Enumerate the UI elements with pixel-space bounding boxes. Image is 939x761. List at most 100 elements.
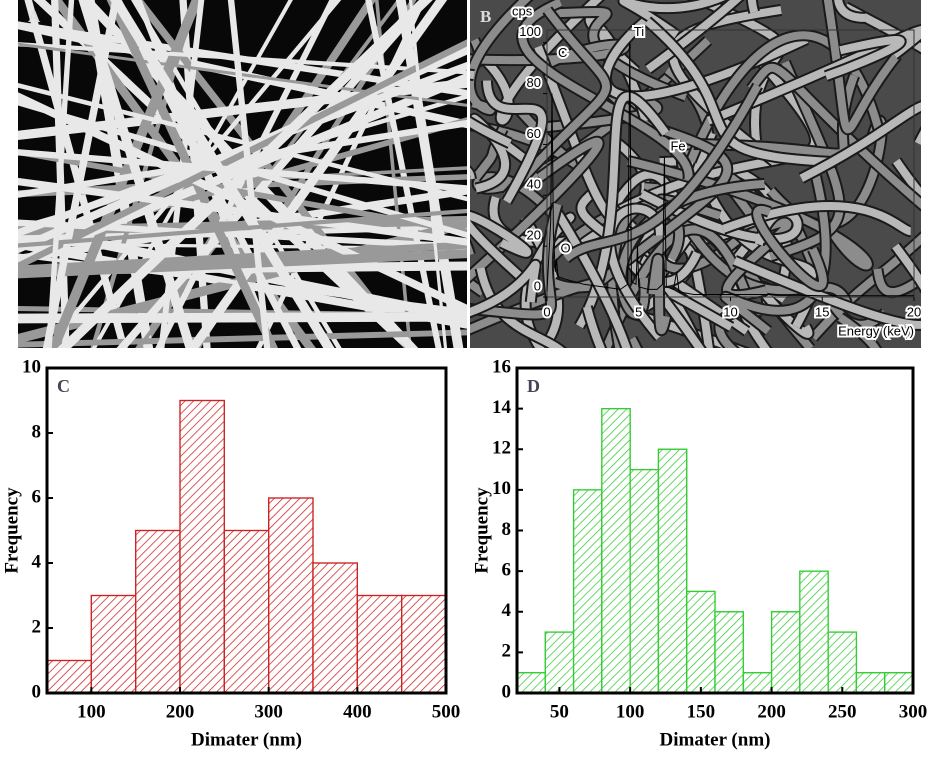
y-tick-label: 2 [502,641,512,662]
y-tick-label: 16 [492,356,511,377]
bar-hatch [223,529,270,694]
fiber [721,201,912,236]
fiber [747,63,921,210]
fiber [645,0,758,73]
fiber [482,80,547,204]
y-axis-label: Frequency [1,487,22,574]
fiber [18,249,467,279]
fiber [18,208,467,248]
y-tick-label: 8 [32,421,42,442]
peak-label: O [561,240,571,255]
fiber [602,225,750,348]
fiber [626,335,644,348]
fiber [18,311,467,324]
fiber [57,0,433,348]
x-tick-label: 400 [343,701,372,722]
y-tick-label: 80 [527,75,541,90]
fiber [110,0,335,348]
fiber [577,187,750,335]
fiber [518,0,693,181]
fiber [593,125,732,289]
fiber [644,18,838,167]
y-tick-label: 10 [22,356,41,377]
panel-label: C [57,376,70,396]
x-tick-label: 5 [635,304,642,319]
x-tick-label: 300 [254,701,283,722]
fiber [470,117,512,148]
x-tick-label: 300 [899,701,928,722]
peak-label: C [558,45,567,60]
fiber [551,206,631,348]
y-tick-label: 100 [519,24,541,39]
fiber [628,251,705,348]
fiber [823,0,901,134]
y-tick-label: 0 [534,278,541,293]
y-tick-label: 0 [502,681,512,702]
fiber [18,42,467,107]
fiber [470,260,540,317]
x-tick-label: 100 [616,701,645,722]
fiber [715,307,763,348]
fiber [470,211,532,284]
fiber [834,0,866,22]
fiber [733,243,921,329]
fiber [799,102,921,182]
y-tick-label: 40 [527,177,541,192]
y-tick-label: 4 [502,600,512,621]
x-tick-label: 10 [723,304,737,319]
x-tick-label: 250 [828,701,857,722]
x-tick-label: 0 [543,304,550,319]
y-tick-label: 10 [492,478,511,499]
y-tick-label: 4 [32,551,42,572]
y-tick-label: 6 [502,559,512,580]
y-axis-label: cps [512,3,533,18]
y-tick-label: 2 [32,616,42,637]
panel-label: D [527,376,540,396]
y-tick-label: 8 [502,519,512,540]
bar-hatch [401,594,447,694]
x-axis-label: Energy (keV) [838,323,914,338]
fiber [563,83,762,262]
y-tick-label: 6 [32,486,42,507]
bar-hatch [884,672,914,694]
fiber [628,336,641,348]
fiber [837,314,880,348]
fiber [48,0,203,348]
bar-hatch [742,672,773,694]
x-axis-label: Dimater (nm) [191,729,302,750]
x-tick-label: 100 [77,701,106,722]
bar-hatch [629,468,660,694]
bar-hatch [356,594,403,694]
bar-hatch [770,611,801,694]
x-axis-label: Dimater (nm) [660,729,771,750]
bar-hatch [827,631,858,694]
fiber [721,175,830,335]
bar-hatch [179,399,225,694]
peak-label: Ti [634,24,644,39]
bar-hatch [657,448,688,694]
y-tick-label: 60 [527,126,541,141]
peak-label: Fe [670,139,685,154]
fiber [873,268,921,297]
bar-hatch [312,562,358,694]
bar-hatch [799,570,829,694]
fiber [503,7,611,199]
fiber [843,3,921,145]
x-tick-label: 20 [907,304,921,319]
fiber [78,0,196,348]
y-axis-label: Frequency [471,487,492,574]
fiber [679,217,851,305]
panel-label: B [480,7,491,26]
fiber [46,0,75,348]
x-tick-label: 150 [687,701,716,722]
bar-hatch [46,659,92,694]
y-tick-label: 12 [492,438,511,459]
fiber [18,177,467,246]
bar-hatch [714,611,744,694]
fiber [551,7,688,101]
bar-hatch [601,408,631,694]
x-tick-label: 200 [757,701,786,722]
fiber [408,0,448,348]
bar-hatch [855,672,886,694]
